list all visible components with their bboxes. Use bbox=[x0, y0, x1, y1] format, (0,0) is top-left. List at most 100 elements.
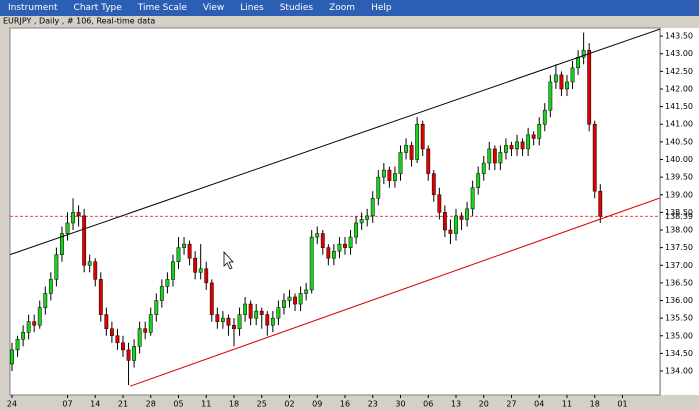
price-axis-area bbox=[661, 28, 699, 395]
candle-body bbox=[243, 303, 248, 315]
candle-body bbox=[492, 148, 497, 164]
x-tick-label: 13 bbox=[451, 400, 461, 409]
candle-body bbox=[487, 148, 492, 164]
candle-body bbox=[548, 81, 553, 111]
candle-body bbox=[48, 279, 53, 294]
candle-body bbox=[298, 293, 303, 305]
candle-body bbox=[171, 261, 175, 280]
candle-body bbox=[76, 212, 81, 217]
menu-item[interactable]: Lines bbox=[240, 3, 264, 13]
x-tick-label: 11 bbox=[562, 400, 572, 409]
y-tick-label: 135.50 bbox=[665, 314, 693, 323]
candle-body bbox=[182, 243, 186, 248]
candle-body bbox=[115, 335, 120, 344]
candle-body bbox=[287, 296, 292, 301]
candle-body bbox=[282, 300, 286, 308]
candle-body bbox=[426, 148, 431, 174]
candle-body bbox=[581, 49, 586, 58]
candle-body bbox=[165, 279, 170, 287]
candle-body bbox=[459, 215, 464, 220]
candle-body bbox=[109, 328, 114, 337]
y-tick-label: 139.00 bbox=[665, 190, 693, 199]
candle-body bbox=[398, 152, 403, 174]
candle-body bbox=[337, 243, 342, 252]
y-tick-label: 143.50 bbox=[665, 32, 693, 41]
x-tick-label: 05 bbox=[173, 400, 183, 409]
x-tick-label: 30 bbox=[395, 400, 405, 409]
y-tick-label: 138.50 bbox=[665, 208, 693, 217]
y-tick-label: 139.50 bbox=[665, 173, 693, 182]
candle-body bbox=[193, 257, 198, 273]
y-tick-label: 134.50 bbox=[665, 349, 693, 358]
mouse-cursor bbox=[223, 250, 234, 270]
x-tick-label: 24 bbox=[7, 400, 17, 409]
candle-body bbox=[265, 314, 270, 326]
candle-body bbox=[531, 134, 536, 139]
candle-body bbox=[498, 152, 503, 164]
candle-body bbox=[509, 145, 514, 150]
candle-body bbox=[71, 212, 75, 224]
candle-body bbox=[442, 212, 447, 231]
y-tick-label: 143.00 bbox=[665, 49, 693, 58]
menu-item[interactable]: Instrument bbox=[8, 3, 58, 13]
candle-body bbox=[198, 268, 203, 273]
candle-body bbox=[504, 145, 508, 153]
x-tick-label: 16 bbox=[340, 400, 350, 409]
trendline bbox=[10, 28, 660, 256]
menu-item[interactable]: Zoom bbox=[329, 3, 356, 13]
y-tick-label: 140.50 bbox=[665, 137, 693, 146]
candle-body bbox=[331, 250, 336, 259]
y-tick-label: 141.50 bbox=[665, 102, 693, 111]
candle-body bbox=[43, 293, 48, 308]
candle-body bbox=[520, 141, 525, 150]
y-tick-label: 142.00 bbox=[665, 84, 693, 93]
y-tick-label: 136.50 bbox=[665, 278, 693, 287]
candle-body bbox=[176, 247, 181, 262]
candle-body bbox=[454, 215, 458, 234]
candle-body bbox=[376, 176, 381, 199]
y-tick-label: 140.00 bbox=[665, 155, 693, 164]
candle-body bbox=[570, 67, 575, 83]
menu-item[interactable]: Time Scale bbox=[137, 3, 187, 13]
menu-item[interactable]: Studies bbox=[279, 3, 314, 13]
x-tick-label: 02 bbox=[284, 400, 294, 409]
candle-body bbox=[393, 173, 397, 181]
candle-body bbox=[60, 233, 64, 255]
candle-body bbox=[515, 141, 519, 150]
candle-body bbox=[93, 261, 98, 280]
x-tick-label: 06 bbox=[423, 400, 433, 409]
candle-body bbox=[26, 321, 31, 333]
trendline bbox=[130, 197, 660, 387]
candle-body bbox=[598, 190, 603, 217]
menu-item[interactable]: View bbox=[202, 3, 225, 13]
x-tick-label: 18 bbox=[229, 400, 239, 409]
candle-body bbox=[420, 123, 425, 150]
x-tick-label: 11 bbox=[201, 400, 211, 409]
menu-bar: Instrument Chart Type Time Scale View Lines S… bbox=[0, 0, 699, 16]
candle-body bbox=[576, 57, 580, 69]
candle-body bbox=[154, 300, 159, 315]
candle-body bbox=[132, 346, 137, 361]
candle-body bbox=[215, 314, 220, 322]
candle-body bbox=[587, 49, 592, 125]
candle-body bbox=[121, 342, 125, 351]
menu-item[interactable]: Chart Type bbox=[73, 3, 122, 13]
y-tick-label: 141.00 bbox=[665, 120, 693, 129]
candle-body bbox=[537, 123, 542, 139]
x-tick-label: 28 bbox=[146, 400, 156, 409]
x-tick-label: 09 bbox=[312, 400, 322, 409]
candle-body bbox=[32, 321, 37, 326]
x-tick-label: 21 bbox=[118, 400, 128, 409]
x-tick-label: 23 bbox=[368, 400, 378, 409]
candle-body bbox=[348, 236, 353, 248]
menu-item[interactable]: Help bbox=[371, 3, 392, 13]
candle-body bbox=[148, 314, 153, 333]
candle-body bbox=[21, 331, 26, 340]
candle-body bbox=[293, 296, 297, 305]
candle-body bbox=[370, 198, 375, 217]
candle-body bbox=[315, 233, 320, 238]
candle-body bbox=[220, 317, 225, 322]
candle-body bbox=[126, 349, 131, 361]
